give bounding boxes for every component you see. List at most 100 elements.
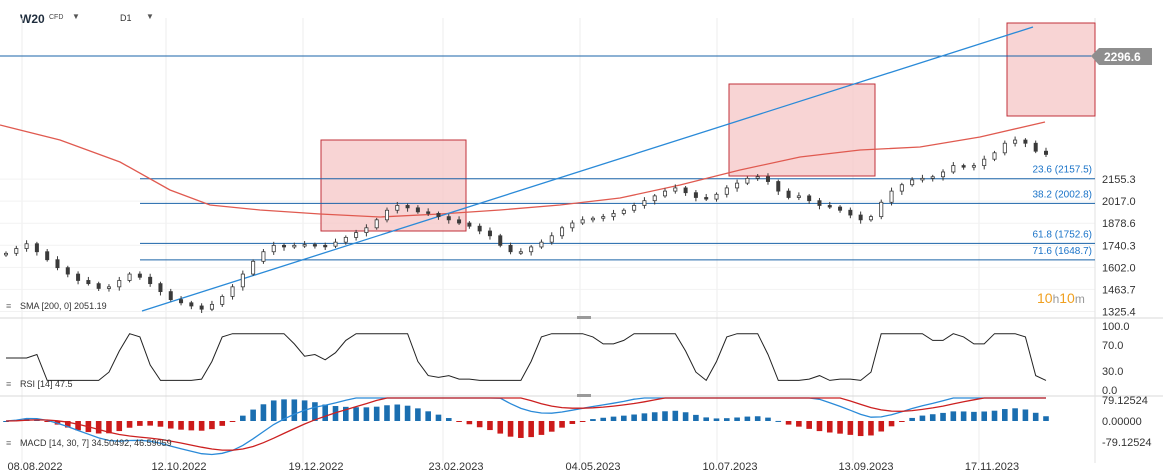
candle-body	[76, 273, 81, 281]
macd-histogram-bar	[1002, 409, 1008, 421]
macd-tick-label: 0.00000	[1102, 416, 1142, 428]
macd-histogram-bar	[219, 421, 226, 426]
macd-histogram-bar	[425, 411, 431, 421]
candle-body	[910, 179, 915, 186]
macd-histogram-bar	[157, 421, 164, 427]
candle-body	[642, 200, 647, 206]
macd-histogram-bar	[518, 421, 524, 438]
rsi-settings-icon[interactable]: ≡	[6, 379, 11, 389]
macd-histogram-bar	[487, 421, 493, 431]
candle-body	[498, 235, 503, 246]
macd-histogram-bar	[919, 415, 926, 421]
macd-histogram-bar	[404, 405, 411, 421]
macd-histogram-bar	[960, 411, 967, 421]
macd-line	[5, 397, 1046, 456]
candle-body	[487, 230, 492, 237]
candle-body	[302, 244, 307, 247]
macd-histogram-bar	[466, 421, 473, 425]
macd-histogram-bar	[209, 421, 215, 430]
macd-histogram-bar	[610, 416, 617, 421]
macd-histogram-bar	[713, 418, 720, 421]
macd-histogram-bar	[723, 418, 730, 421]
candle-body	[137, 273, 142, 278]
macd-histogram-bar	[837, 421, 843, 434]
svg-text:SMA [200, 0] 2051.19: SMA [200, 0] 2051.19	[20, 301, 107, 311]
macd-histogram-bar	[1043, 416, 1049, 421]
macd-histogram-bar	[888, 421, 895, 427]
macd-settings-icon[interactable]: ≡	[6, 438, 11, 448]
macd-histogram-bar	[672, 410, 679, 421]
time-tick-label: 08.08.2022	[7, 461, 62, 473]
rsi-tick-label: 0.0	[1102, 385, 1117, 397]
candle-body	[1013, 139, 1018, 144]
candle-body	[683, 187, 688, 194]
price-tick-label: 1602.0	[1102, 262, 1136, 274]
svg-text:MACD [14, 30, 7] 34.50492, 46.: MACD [14, 30, 7] 34.50492, 46.59059	[20, 438, 172, 448]
symbol-selector[interactable]: W20	[20, 12, 45, 26]
sma-settings-icon[interactable]: ≡	[6, 301, 11, 311]
candle-body	[55, 259, 60, 269]
candle-body	[673, 187, 678, 192]
macd-histogram-bar	[373, 406, 380, 421]
candle-body	[745, 177, 750, 184]
sma-label: SMA [200, 0]	[20, 301, 72, 311]
candle-body	[168, 291, 173, 300]
macd-histogram-bar	[240, 415, 246, 421]
macd-tick-label: -79.12524	[1102, 437, 1152, 449]
macd-histogram-bar	[198, 421, 205, 431]
candle-body	[992, 152, 997, 160]
macd-histogram-bar	[569, 421, 576, 424]
candle-body	[364, 227, 369, 233]
candle-body	[889, 190, 894, 203]
candle-body	[879, 201, 884, 218]
trend-line	[141, 26, 1034, 312]
chevron-down-icon[interactable]: ▼	[72, 12, 80, 21]
time-tick-label: 04.05.2023	[565, 461, 620, 473]
macd-histogram-bar	[899, 421, 905, 422]
rsi-legend: ≡ RSI [14] 47.5	[6, 379, 73, 389]
candle-body	[920, 177, 925, 181]
panel-resize-handle	[577, 394, 591, 397]
candle-body	[765, 176, 770, 182]
candle-body	[96, 283, 101, 289]
rsi-tick-label: 100.0	[1102, 321, 1130, 333]
macd-histogram-bar	[126, 421, 133, 428]
candle-body	[941, 171, 946, 178]
candle-body	[261, 251, 266, 262]
candle-body	[209, 303, 214, 310]
candle-body	[457, 219, 462, 224]
chevron-down-icon[interactable]: ▼	[146, 12, 154, 21]
macd-histogram-bar	[188, 421, 195, 431]
candle-body	[663, 190, 668, 197]
countdown-hours: 10	[1037, 290, 1053, 306]
macd-histogram-bar	[940, 412, 946, 421]
time-tick-label: 12.10.2022	[151, 461, 206, 473]
macd-histogram-bar	[631, 414, 637, 421]
macd-histogram-bar	[95, 421, 102, 434]
panel-resize-handle	[577, 316, 591, 319]
highlight-box	[1006, 22, 1096, 117]
candle-body	[529, 246, 534, 253]
candle-body	[693, 192, 698, 198]
candle-body	[601, 216, 606, 219]
macd-histogram-bar	[682, 412, 689, 421]
macd-histogram-bar	[857, 421, 864, 437]
candle-body	[158, 283, 163, 293]
candle-body	[971, 165, 976, 168]
highlight-box	[320, 139, 467, 232]
macd-histogram-bar	[1022, 409, 1029, 421]
macd-histogram-bar	[548, 421, 555, 432]
price-tick-label: 2155.3	[1102, 174, 1136, 186]
macd-histogram-bar	[971, 411, 977, 421]
candle-body	[1044, 150, 1049, 155]
candle-body	[848, 209, 853, 216]
candle-body	[560, 227, 565, 237]
macd-histogram-bar	[44, 421, 50, 422]
macd-histogram-bar	[600, 417, 607, 421]
candle-body	[106, 286, 111, 289]
candle-body	[508, 244, 513, 253]
candle-body	[117, 280, 122, 288]
interval-selector[interactable]: D1	[120, 13, 132, 23]
candle-body	[735, 182, 740, 189]
